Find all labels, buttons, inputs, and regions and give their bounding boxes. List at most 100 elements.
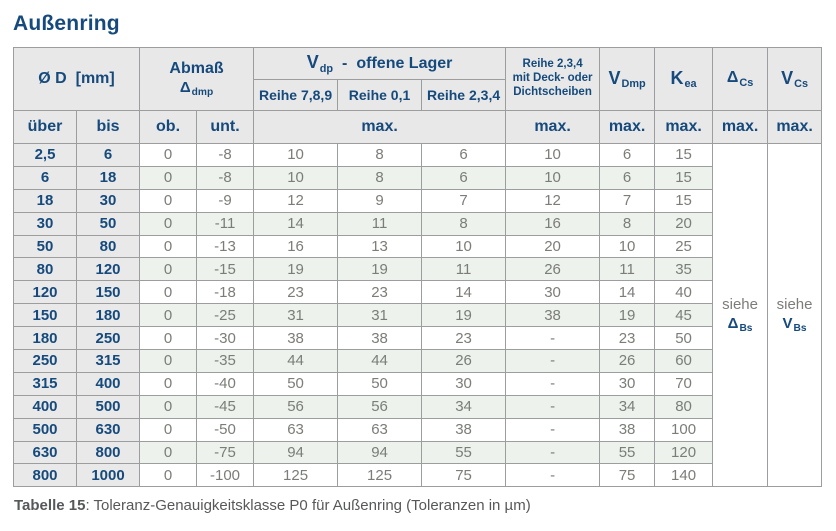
col-header-reihe789: Reihe 7,8,9	[253, 79, 339, 111]
diameter-cell: 6	[13, 165, 77, 190]
value-cell: -9	[196, 188, 255, 213]
value-cell: -	[505, 394, 601, 419]
table-row: 315 400 0 -40 50 50 30-30 70	[13, 371, 822, 396]
col-header-max-dcs: max.	[712, 110, 769, 144]
value-cell: 0	[139, 257, 198, 282]
page-title: Außenring	[13, 12, 120, 35]
table-row: 500 630 0 -50 63 63 38-38 100	[13, 417, 822, 442]
table-row: 120 150 0 -18 23 23 14 30 14 40	[13, 280, 822, 305]
value-cell: -15	[196, 257, 255, 282]
value-cell: 12	[505, 188, 601, 213]
col-header-diameter: Ø D [mm]	[12, 47, 141, 111]
value-cell: 55	[421, 440, 507, 465]
value-cell: 26	[421, 349, 507, 373]
caption-text: : Toleranz-Genauigkeitsklasse P0 für Auß…	[85, 497, 531, 515]
value-cell: 14	[599, 280, 656, 305]
diameter-cell: 6	[75, 143, 141, 167]
value-cell: 10	[505, 143, 601, 167]
value-cell: 0	[139, 440, 198, 465]
abmass-symbol: Δdmp	[179, 79, 214, 98]
tolerance-table: Ø D [mm] Abmaß Δdmp Vdp - offene Lager Rei…	[12, 47, 823, 488]
col-header-max-kea: max.	[654, 110, 714, 144]
value-cell: 14	[253, 211, 339, 236]
table-row: 30 50 0 -11 14 11 8 16 8 20	[13, 211, 822, 236]
value-cell: -100	[196, 463, 255, 488]
table-row: 80 120 0 -15 19 19 11 26 11 35	[13, 257, 822, 282]
header-row-1: Ø D [mm] Abmaß Δdmp Vdp - offene Lager Rei…	[12, 47, 823, 111]
diameter-cell: 2,5	[13, 143, 77, 167]
value-cell: -40	[196, 371, 255, 396]
value-cell: 56	[337, 394, 423, 419]
col-header-vdmp: VDmp	[599, 47, 656, 111]
value-cell: -50	[196, 417, 255, 442]
value-cell: 80	[654, 394, 714, 419]
value-cell: 7	[599, 188, 656, 213]
diameter-cell: 30	[13, 211, 77, 236]
value-cell: 34	[599, 394, 656, 419]
table-row: 6 18 0 -8 10 8 6 10 6 15	[13, 165, 822, 190]
value-cell: -11	[196, 211, 255, 236]
value-cell: 0	[139, 211, 198, 236]
col-header-ob: ob.	[139, 110, 198, 144]
value-cell: 94	[253, 440, 339, 465]
value-cell: 38	[337, 326, 423, 351]
value-cell: 10	[599, 234, 656, 259]
diameter-cell: 50	[13, 234, 77, 259]
value-cell: -	[505, 440, 601, 465]
col-header-max-vdp: max.	[253, 110, 507, 144]
value-cell: 13	[337, 234, 423, 259]
diameter-cell: 500	[13, 417, 77, 442]
col-header-abmass: Abmaß Δdmp	[139, 47, 255, 111]
value-cell: 26	[599, 349, 656, 373]
value-cell: 8	[337, 143, 423, 167]
diameter-cell: 80	[13, 257, 77, 282]
table-row: 630 800 0 -75 94 94 55-55 120	[13, 440, 822, 465]
value-cell: 75	[421, 463, 507, 488]
value-cell: 40	[654, 280, 714, 305]
col-header-unt: unt.	[196, 110, 255, 144]
diameter-cell: 800	[13, 463, 77, 488]
value-cell: 11	[421, 257, 507, 282]
value-cell: 125	[253, 463, 339, 488]
col-header-kea: Kea	[654, 47, 714, 111]
value-cell: 14	[421, 280, 507, 305]
diameter-cell: 150	[75, 280, 141, 305]
col-header-bis: bis	[75, 110, 141, 144]
value-cell: 31	[337, 303, 423, 328]
value-cell: 30	[505, 280, 601, 305]
value-cell: 11	[599, 257, 656, 282]
value-cell: 0	[139, 234, 198, 259]
value-cell: 34	[421, 394, 507, 419]
col-header-max-vcs: max.	[767, 110, 823, 144]
value-cell: -	[505, 349, 601, 373]
value-cell: 60	[654, 349, 714, 373]
value-cell: 140	[654, 463, 714, 488]
value-cell: 50	[654, 326, 714, 351]
caption-label: Tabelle 15	[14, 497, 86, 515]
diameter-cell: 18	[75, 165, 141, 190]
value-cell: 63	[253, 417, 339, 442]
value-cell: 16	[253, 234, 339, 259]
diameter-cell: 500	[75, 394, 141, 419]
value-cell: 20	[654, 211, 714, 236]
value-cell: 0	[139, 280, 198, 305]
value-cell: 16	[505, 211, 601, 236]
header-row-2: Reihe 7,8,9 Reihe 0,1 Reihe 2,3,4	[14, 79, 822, 111]
abmass-label: Abmaß	[169, 60, 224, 78]
value-cell: 44	[337, 349, 423, 373]
value-cell: 10	[253, 165, 339, 190]
value-cell: 10	[505, 165, 601, 190]
value-cell: 35	[654, 257, 714, 282]
value-cell: -	[505, 371, 601, 396]
diameter-cell: 630	[13, 440, 77, 465]
value-cell: 75	[599, 463, 656, 488]
value-cell: 94	[337, 440, 423, 465]
value-cell: 50	[337, 371, 423, 396]
table-body: 2,5 6 0 -8 10 8 6 10 6 15 siehe ΔBs siehe VBs 6 18 0 -8 10…	[13, 142, 823, 488]
value-cell: 6	[421, 143, 507, 167]
value-cell: 15	[654, 143, 714, 167]
col-header-max-deck: max.	[505, 110, 601, 144]
value-cell: 125	[337, 463, 423, 488]
value-cell: 25	[654, 234, 714, 259]
value-cell: 0	[139, 165, 198, 190]
